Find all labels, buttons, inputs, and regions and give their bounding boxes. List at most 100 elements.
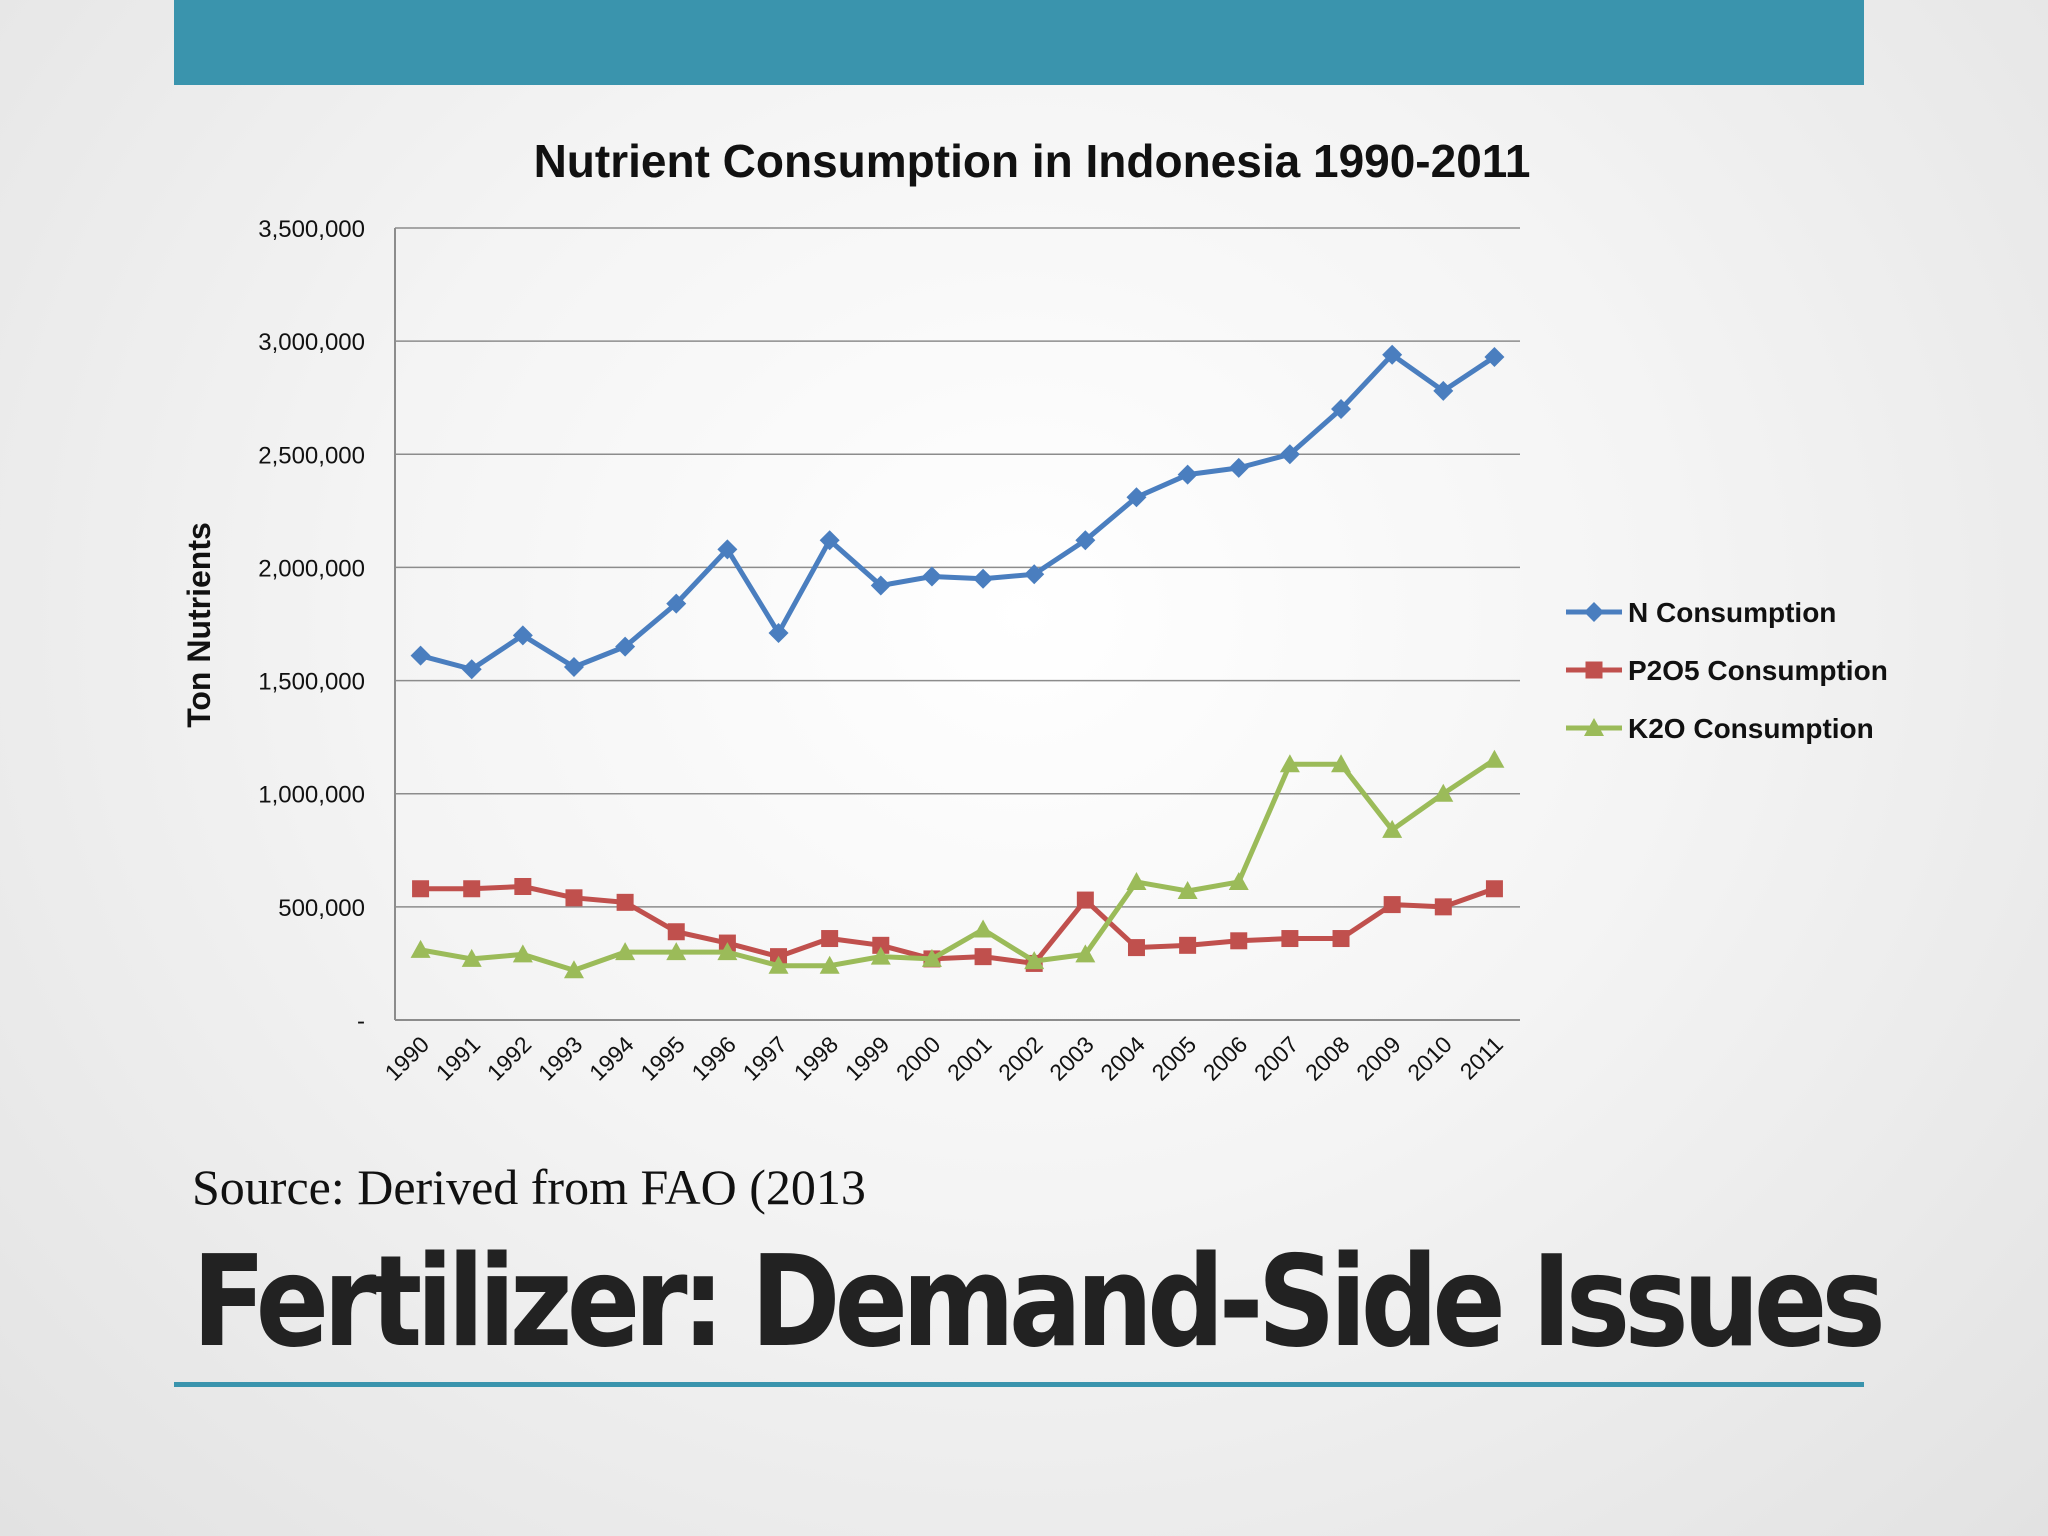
data-point — [1434, 898, 1452, 916]
data-point — [1228, 871, 1249, 890]
data-point — [819, 530, 840, 551]
x-tick-label: 2009 — [1351, 1031, 1406, 1086]
chart-title: Nutrient Consumption in Indonesia 1990-2… — [534, 135, 1531, 187]
x-tick-label: 2007 — [1249, 1031, 1304, 1086]
x-tick-label: 2011 — [1455, 1031, 1508, 1084]
data-point — [768, 623, 789, 644]
data-point — [1382, 344, 1403, 365]
data-point — [921, 566, 942, 587]
legend-label: P2O5 Consumption — [1628, 655, 1888, 686]
data-point — [1433, 380, 1454, 401]
y-tick-label: 500,000 — [278, 895, 365, 922]
data-point — [1228, 457, 1249, 478]
x-tick-label: 2004 — [1095, 1031, 1150, 1086]
data-point — [461, 948, 482, 967]
data-point — [412, 880, 430, 898]
series-line — [419, 352, 1496, 672]
legend-item: P2O5 Consumption — [1566, 655, 1888, 686]
x-tick-label: 1995 — [635, 1031, 690, 1086]
data-point — [1126, 871, 1147, 890]
data-point — [615, 636, 636, 657]
data-point — [1024, 564, 1045, 585]
series-line — [420, 757, 1496, 973]
data-point — [1075, 944, 1096, 963]
x-tick-label: 2002 — [993, 1031, 1048, 1086]
y-tick-label: - — [357, 1008, 365, 1035]
legend-marker — [1584, 718, 1604, 736]
data-point — [1433, 783, 1454, 802]
series-line — [420, 883, 1496, 966]
x-tick-label: 1999 — [840, 1031, 895, 1086]
data-point — [1177, 464, 1198, 485]
data-point — [666, 593, 687, 614]
x-tick-label: 1991 — [431, 1031, 486, 1086]
x-tick-label: 1994 — [584, 1031, 639, 1086]
x-tick-label: 2006 — [1198, 1031, 1253, 1086]
data-point — [1076, 891, 1094, 909]
data-point — [717, 539, 738, 560]
data-point — [1279, 444, 1300, 465]
data-point — [768, 955, 789, 974]
y-tick-label: 3,000,000 — [258, 329, 365, 356]
data-point — [870, 575, 891, 596]
data-point — [1177, 881, 1198, 900]
data-point — [514, 877, 532, 895]
data-point — [819, 955, 840, 974]
data-point — [717, 942, 738, 961]
data-point — [1485, 880, 1503, 898]
x-tick-label: 1997 — [737, 1031, 792, 1086]
x-tick-label: 1998 — [789, 1031, 844, 1086]
y-tick-label: 1,000,000 — [258, 782, 365, 809]
source-note: Source: Derived from FAO (2013 — [192, 1159, 866, 1215]
y-tick-label: 2,000,000 — [258, 555, 365, 582]
data-point — [1230, 932, 1248, 950]
y-tick-label: 2,500,000 — [258, 442, 365, 469]
data-point — [1332, 930, 1350, 948]
data-point — [563, 960, 584, 979]
data-point — [1024, 951, 1045, 970]
y-tick-label: 3,500,000 — [258, 216, 365, 243]
data-point — [974, 948, 992, 966]
legend-item: K2O Consumption — [1566, 713, 1874, 744]
x-tick-label: 1990 — [380, 1031, 435, 1086]
data-point — [563, 656, 584, 677]
legend-marker — [1584, 602, 1604, 622]
data-point — [821, 930, 839, 948]
line-chart: Nutrient Consumption in Indonesia 1990-2… — [181, 135, 1888, 1086]
data-point — [870, 946, 891, 965]
slide-title: Fertilizer: Demand-Side Issues — [192, 1228, 1886, 1375]
x-tick-label: 2008 — [1300, 1031, 1355, 1086]
data-point — [1281, 930, 1299, 948]
x-tick-label: 1996 — [686, 1031, 741, 1086]
data-point — [616, 893, 634, 911]
bottom-accent-rule — [174, 1382, 1864, 1387]
series-0 — [410, 344, 1505, 680]
x-tick-label: 2003 — [1044, 1031, 1099, 1086]
x-tick-label: 2001 — [942, 1031, 997, 1086]
x-tick-label: 2005 — [1147, 1031, 1202, 1086]
top-accent-bar — [174, 0, 1864, 85]
data-point — [512, 625, 533, 646]
data-point — [1484, 749, 1505, 768]
data-point — [463, 880, 481, 898]
x-tick-label: 1993 — [533, 1031, 588, 1086]
x-tick-label: 1992 — [482, 1031, 537, 1086]
data-point — [410, 645, 431, 666]
data-point — [565, 889, 583, 907]
data-point — [1179, 936, 1197, 954]
data-point — [1331, 754, 1352, 773]
data-point — [615, 942, 636, 961]
x-tick-label: 2010 — [1402, 1031, 1457, 1086]
data-point — [921, 948, 942, 967]
legend-label: N Consumption — [1628, 597, 1836, 628]
data-point — [461, 659, 482, 680]
legend-marker — [1585, 661, 1603, 679]
x-tick-label: 2000 — [891, 1031, 946, 1086]
data-point — [667, 923, 685, 941]
data-point — [973, 919, 994, 938]
data-point — [410, 939, 431, 958]
legend-label: K2O Consumption — [1628, 713, 1874, 744]
legend-item: N Consumption — [1566, 597, 1836, 628]
data-point — [512, 944, 533, 963]
data-point — [973, 568, 994, 589]
